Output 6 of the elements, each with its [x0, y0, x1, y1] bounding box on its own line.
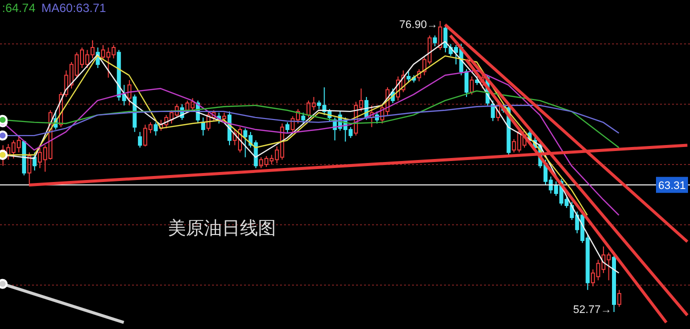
text: :64.74	[2, 1, 36, 15]
text: 美原油日线图	[168, 217, 276, 240]
annotation: 52.77→	[573, 304, 612, 316]
annotation: 76.90→	[399, 18, 438, 31]
ref-line-label: 63.31	[658, 180, 686, 192]
text: MA60:63.71	[41, 1, 106, 15]
